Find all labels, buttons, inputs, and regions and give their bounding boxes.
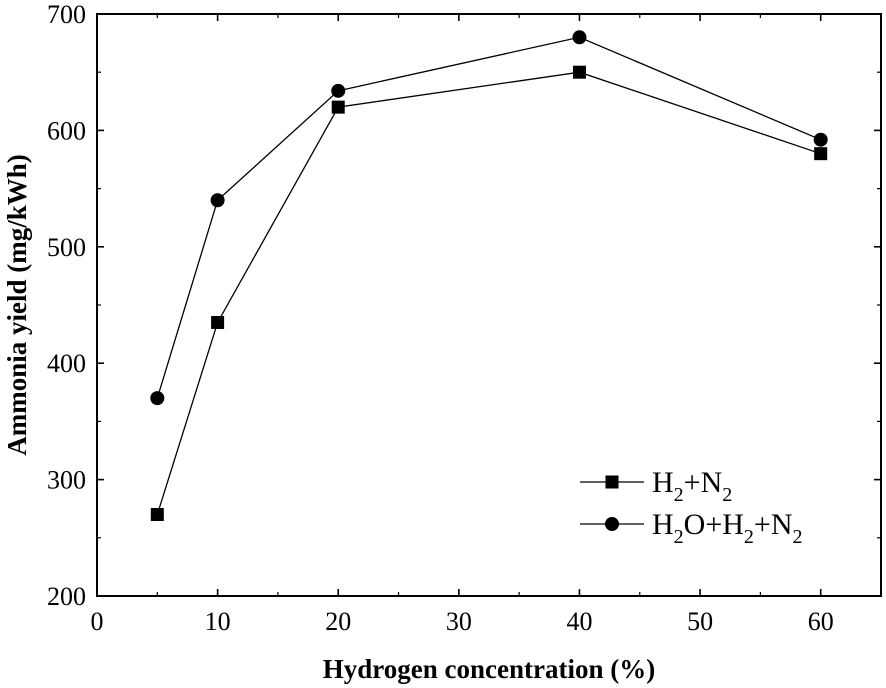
x-tick-label: 20 bbox=[325, 607, 351, 636]
data-point-square bbox=[150, 508, 164, 522]
series-line bbox=[156, 36, 821, 399]
data-point-circle bbox=[331, 83, 346, 98]
y-axis-title: Ammonia yield (mg/kWh) bbox=[2, 154, 32, 456]
data-point-square bbox=[331, 100, 345, 114]
data-point-circle bbox=[150, 391, 165, 406]
series-line bbox=[156, 71, 821, 515]
x-tick-label: 60 bbox=[808, 607, 834, 636]
data-point-square bbox=[814, 147, 828, 161]
x-tick-label: 10 bbox=[205, 607, 231, 636]
y-tick-label: 200 bbox=[47, 582, 86, 611]
legend-entry-2: H2O+H2+N2 bbox=[580, 508, 803, 548]
y-tick-label: 700 bbox=[47, 0, 86, 29]
x-tick-label: 40 bbox=[566, 607, 592, 636]
series-1 bbox=[150, 65, 828, 522]
data-point-circle bbox=[572, 30, 587, 45]
y-tick-label: 300 bbox=[47, 466, 86, 495]
legend-label: H2+N2 bbox=[652, 466, 732, 506]
x-axis-title: Hydrogen concentration (%) bbox=[323, 654, 655, 684]
data-point-circle bbox=[210, 193, 225, 208]
y-tick-label: 400 bbox=[47, 349, 86, 378]
data-point-square bbox=[572, 65, 586, 79]
legend-marker-square bbox=[605, 475, 619, 489]
data-point-circle bbox=[813, 132, 828, 147]
legend-label: H2O+H2+N2 bbox=[652, 508, 803, 548]
y-tick-label: 500 bbox=[47, 233, 86, 262]
x-tick-label: 0 bbox=[91, 607, 104, 636]
x-tick-label: 30 bbox=[446, 607, 472, 636]
x-tick-label: 50 bbox=[687, 607, 713, 636]
data-point-square bbox=[211, 315, 225, 329]
y-tick-label: 600 bbox=[47, 116, 86, 145]
series-2 bbox=[150, 30, 828, 406]
legend-marker-circle bbox=[605, 517, 619, 531]
legend-entry-1: H2+N2 bbox=[580, 466, 732, 506]
